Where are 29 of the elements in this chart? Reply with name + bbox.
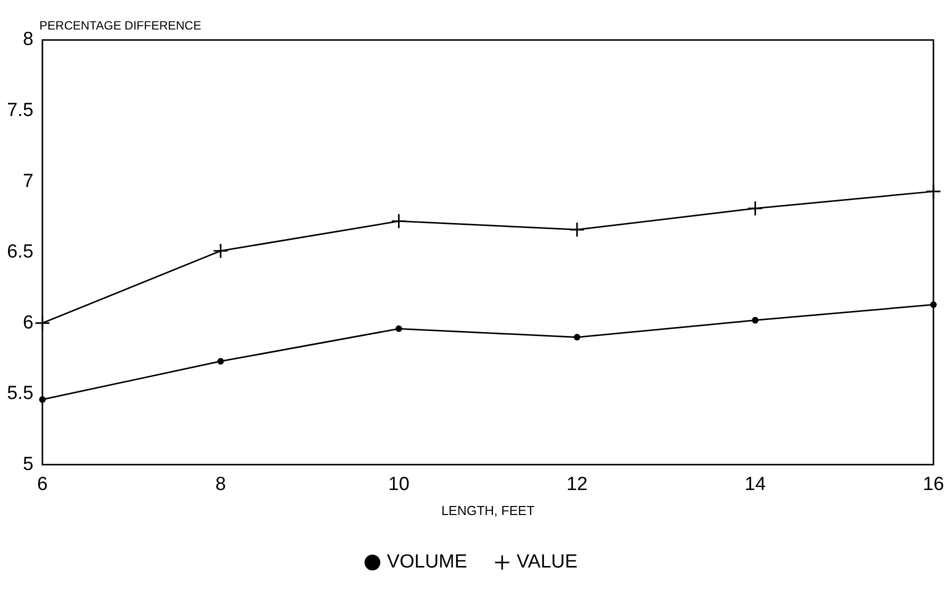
- x-tick-label: 14: [744, 474, 766, 496]
- x-tick-label: 8: [215, 474, 226, 496]
- legend-label: VALUE: [516, 552, 578, 573]
- point: [212, 243, 228, 259]
- point: [926, 184, 942, 200]
- point: [34, 315, 50, 331]
- y-tick-label: 5: [22, 454, 34, 475]
- x-axis-title: LENGTH, FEET: [441, 502, 535, 518]
- legend-label: VOLUME: [386, 552, 468, 573]
- x-tick-label: 16: [922, 474, 944, 496]
- x-tick-label: 10: [388, 474, 410, 496]
- y-axis-title: PERCENTAGE DIFFERENCE: [39, 18, 202, 32]
- y-tick-label: 7: [22, 170, 34, 192]
- point: [391, 213, 407, 229]
- y-tick-label: 6: [22, 312, 34, 334]
- point: [396, 325, 402, 332]
- point: [752, 316, 759, 324]
- y-tick-label: 6.5: [6, 242, 34, 263]
- x-tick-label: 6: [37, 474, 48, 496]
- point: [574, 334, 580, 341]
- point: [569, 222, 585, 238]
- point: [930, 301, 937, 308]
- point: [39, 396, 46, 403]
- y-tick-label: 5.5: [6, 383, 34, 404]
- y-tick-label: 8: [22, 29, 34, 50]
- point: [217, 358, 224, 365]
- x-tick-label: 12: [566, 474, 588, 496]
- y-tick-label: 7.5: [6, 100, 34, 121]
- point: [747, 200, 764, 216]
